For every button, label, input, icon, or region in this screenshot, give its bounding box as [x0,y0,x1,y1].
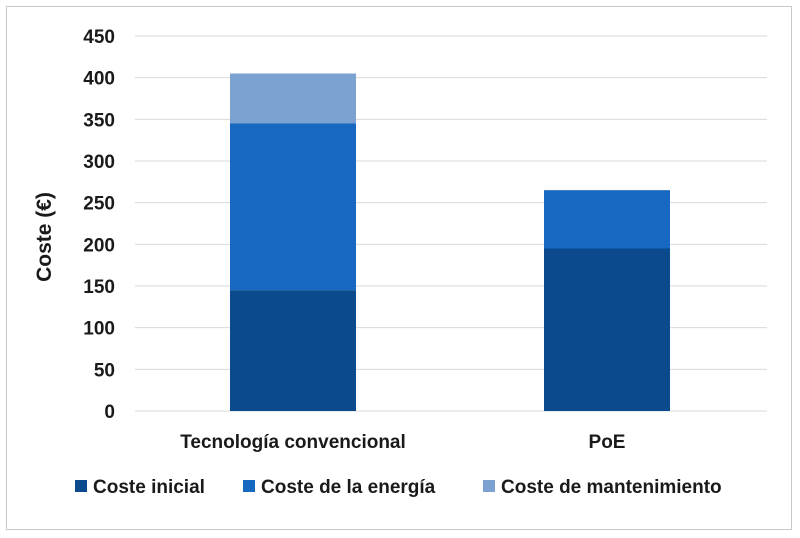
legend-label: Coste inicial [93,477,205,498]
bar-segment-1-2 [230,123,356,291]
y-axis-title: Coste (€) [33,192,56,282]
x-category-label: PoE [589,432,626,453]
gridlines [135,35,767,412]
y-tick-label: 300 [83,152,115,173]
y-tick-label: 50 [94,360,115,381]
bar-segment-2-1 [544,248,670,411]
bars [230,73,670,411]
legend-swatch [483,480,495,492]
legend-label: Coste de mantenimiento [501,477,722,498]
y-tick-label: 150 [83,277,115,298]
y-tick-label: 200 [83,235,115,256]
bar-segment-1-1 [230,290,356,411]
y-tick-label: 250 [83,194,115,215]
bar-segment-1-3 [230,73,356,124]
bar-segment-2-2 [544,190,670,249]
chart-frame: 0 50 100 150 200 250 300 350 400 450 Tecnología c… [6,6,792,530]
y-tick-label: 100 [83,319,115,340]
y-tick-label: 0 [104,402,115,423]
stacked-bar-chart: 0 50 100 150 200 250 300 350 400 450 Tecnología c… [33,27,767,498]
y-tick-label: 450 [83,27,115,48]
legend-swatch [75,480,87,492]
y-axis-tick-labels: 0 50 100 150 200 250 300 350 400 450 [83,27,115,423]
x-category-label: Tecnología convencional [180,432,406,453]
x-axis-category-labels: Tecnología convencional PoE [180,432,625,453]
y-tick-label: 400 [83,69,115,90]
legend-label: Coste de la energía [261,477,436,498]
legend: Coste inicial Coste de la energía Coste de… [75,477,722,498]
legend-swatch [243,480,255,492]
y-tick-label: 350 [83,110,115,131]
